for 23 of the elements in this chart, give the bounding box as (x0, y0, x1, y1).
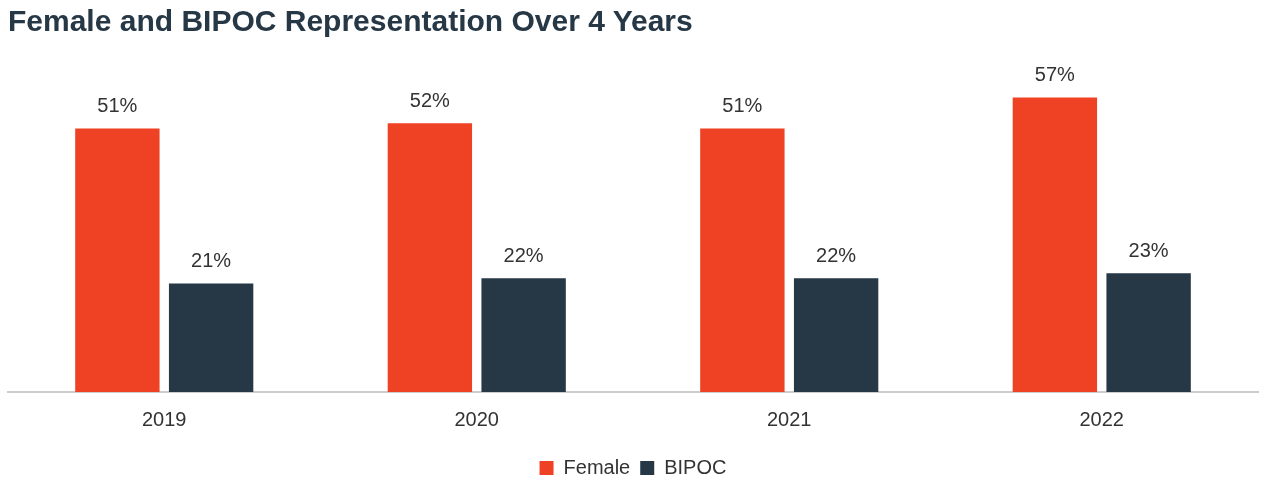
x-tick-label: 2022 (1079, 407, 1124, 430)
data-label: 51% (97, 94, 138, 117)
data-label: 57% (1034, 63, 1076, 86)
data-label: 21% (191, 249, 232, 272)
data-label: 52% (409, 88, 451, 111)
x-tick-label: 2020 (454, 407, 499, 430)
bar (700, 128, 785, 392)
data-label: 22% (816, 243, 857, 266)
bar (481, 278, 566, 392)
bar (793, 278, 879, 392)
data-label: 51% (722, 94, 763, 117)
data-label: 22% (503, 243, 544, 266)
legend-label: Female (563, 455, 631, 478)
bar (75, 128, 160, 392)
x-tick-label: 2019 (142, 407, 187, 430)
x-tick-label: 2021 (767, 407, 812, 430)
bar (1012, 97, 1098, 392)
legend-label: BIPOC (664, 455, 727, 478)
chart-title: Female and BIPOC Representation Over 4 Years (8, 4, 694, 39)
bar (387, 123, 473, 392)
bar (1106, 273, 1191, 392)
data-label: 23% (1128, 238, 1169, 261)
bar (168, 283, 254, 392)
